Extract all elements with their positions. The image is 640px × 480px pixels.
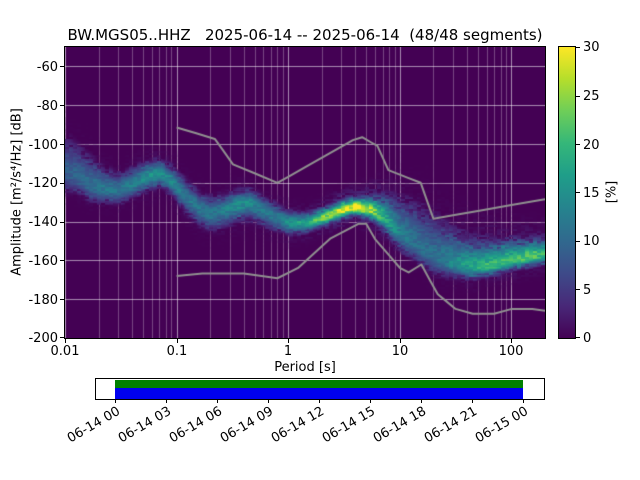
timeline-data-blue [115, 388, 523, 399]
x-axis-tick [511, 339, 512, 343]
plot-title: BW.MGS05..HHZ 2025-06-14 -- 2025-06-14 (… [67, 26, 543, 44]
colorbar-tick-label: 5 [583, 283, 592, 298]
colorbar-tick-label: 25 [583, 89, 600, 104]
timeline-tick [115, 400, 116, 403]
timeline-tick [523, 400, 524, 403]
y-axis-tick [60, 144, 64, 145]
colorbar-tick [576, 96, 580, 97]
y-axis-tick [60, 66, 64, 67]
ppsd-heatmap [65, 47, 545, 338]
timeline-data-green [115, 380, 523, 388]
timeline-tick-label: 06-14 12 [268, 404, 327, 447]
x-axis-tick [177, 339, 178, 343]
timeline-tick-label: 06-14 00 [64, 404, 123, 447]
timeline-tick-label: 06-14 06 [166, 404, 225, 447]
timeline-tick [421, 400, 422, 403]
y-axis-tick [60, 260, 64, 261]
timeline-tick-label: 06-14 18 [370, 404, 429, 447]
timeline-tick [217, 400, 218, 403]
y-tick-label: -120 [28, 176, 58, 191]
y-tick-label: -200 [28, 331, 58, 346]
timeline-tick-label: 06-14 09 [217, 404, 276, 447]
y-tick-label: -140 [28, 215, 58, 230]
x-axis-tick [65, 339, 66, 343]
colorbar-label: [%] [604, 180, 620, 204]
x-tick-label: 100 [498, 344, 524, 359]
y-tick-label: -100 [28, 138, 58, 153]
timeline-tick-label: 06-14 03 [115, 404, 174, 447]
y-tick-label: -160 [28, 254, 58, 269]
y-axis-tick [60, 337, 64, 338]
timeline-tick [319, 400, 320, 403]
x-tick-label: 0.01 [50, 344, 80, 359]
y-tick-label: -80 [36, 99, 58, 114]
timeline-tick [370, 400, 371, 403]
colorbar-tick-label: 10 [583, 234, 600, 249]
colorbar-tick-label: 30 [583, 40, 600, 55]
timeline-tick [166, 400, 167, 403]
y-tick-label: -180 [28, 293, 58, 308]
colorbar [558, 46, 576, 339]
timeline-tick-label: 06-15 00 [472, 404, 531, 447]
x-tick-label: 10 [391, 344, 409, 359]
timeline-tick-label: 06-14 21 [421, 404, 480, 447]
y-tick-label: -60 [36, 60, 58, 75]
y-axis-tick [60, 299, 64, 300]
x-axis-tick [288, 339, 289, 343]
colorbar-tick [576, 289, 580, 290]
colorbar-tick-label: 15 [583, 186, 600, 201]
x-axis-tick [400, 339, 401, 343]
y-axis-tick [60, 183, 64, 184]
colorbar-tick-label: 20 [583, 138, 600, 153]
timeline-tick [268, 400, 269, 403]
timeline-tick-label: 06-14 15 [319, 404, 378, 447]
x-tick-label: 1 [283, 344, 293, 359]
y-axis-tick [60, 105, 64, 106]
colorbar-tick [576, 47, 580, 48]
timeline-tick [472, 400, 473, 403]
colorbar-tick [576, 241, 580, 242]
colorbar-tick [576, 337, 580, 338]
colorbar-tick [576, 144, 580, 145]
y-axis-tick [60, 222, 64, 223]
y-axis-label: Amplitude [m²/s⁴/Hz] [dB] [9, 108, 25, 276]
colorbar-tick [576, 192, 580, 193]
colorbar-tick-label: 0 [583, 331, 592, 346]
x-tick-label: 0.1 [166, 344, 188, 359]
x-axis-label: Period [s] [274, 360, 336, 375]
